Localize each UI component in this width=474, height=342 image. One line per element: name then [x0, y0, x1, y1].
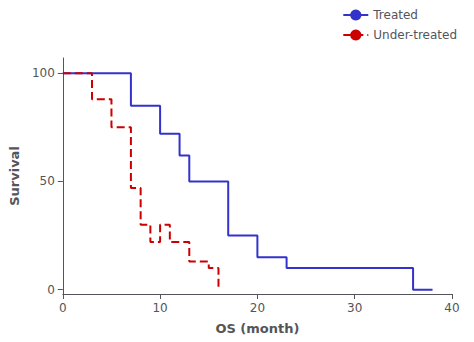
svg-text:10: 10	[152, 301, 167, 315]
svg-text:OS (month): OS (month)	[215, 321, 299, 336]
svg-text:30: 30	[347, 301, 362, 315]
svg-text:20: 20	[250, 301, 265, 315]
svg-text:100: 100	[32, 66, 55, 80]
svg-text:Under-treated: Under-treated	[373, 28, 457, 42]
svg-text:0: 0	[47, 283, 55, 297]
svg-text:Treated: Treated	[372, 8, 418, 22]
svg-text:0: 0	[59, 301, 67, 315]
svg-text:40: 40	[444, 301, 459, 315]
svg-text:Survival: Survival	[7, 146, 22, 206]
svg-text:50: 50	[40, 174, 55, 188]
